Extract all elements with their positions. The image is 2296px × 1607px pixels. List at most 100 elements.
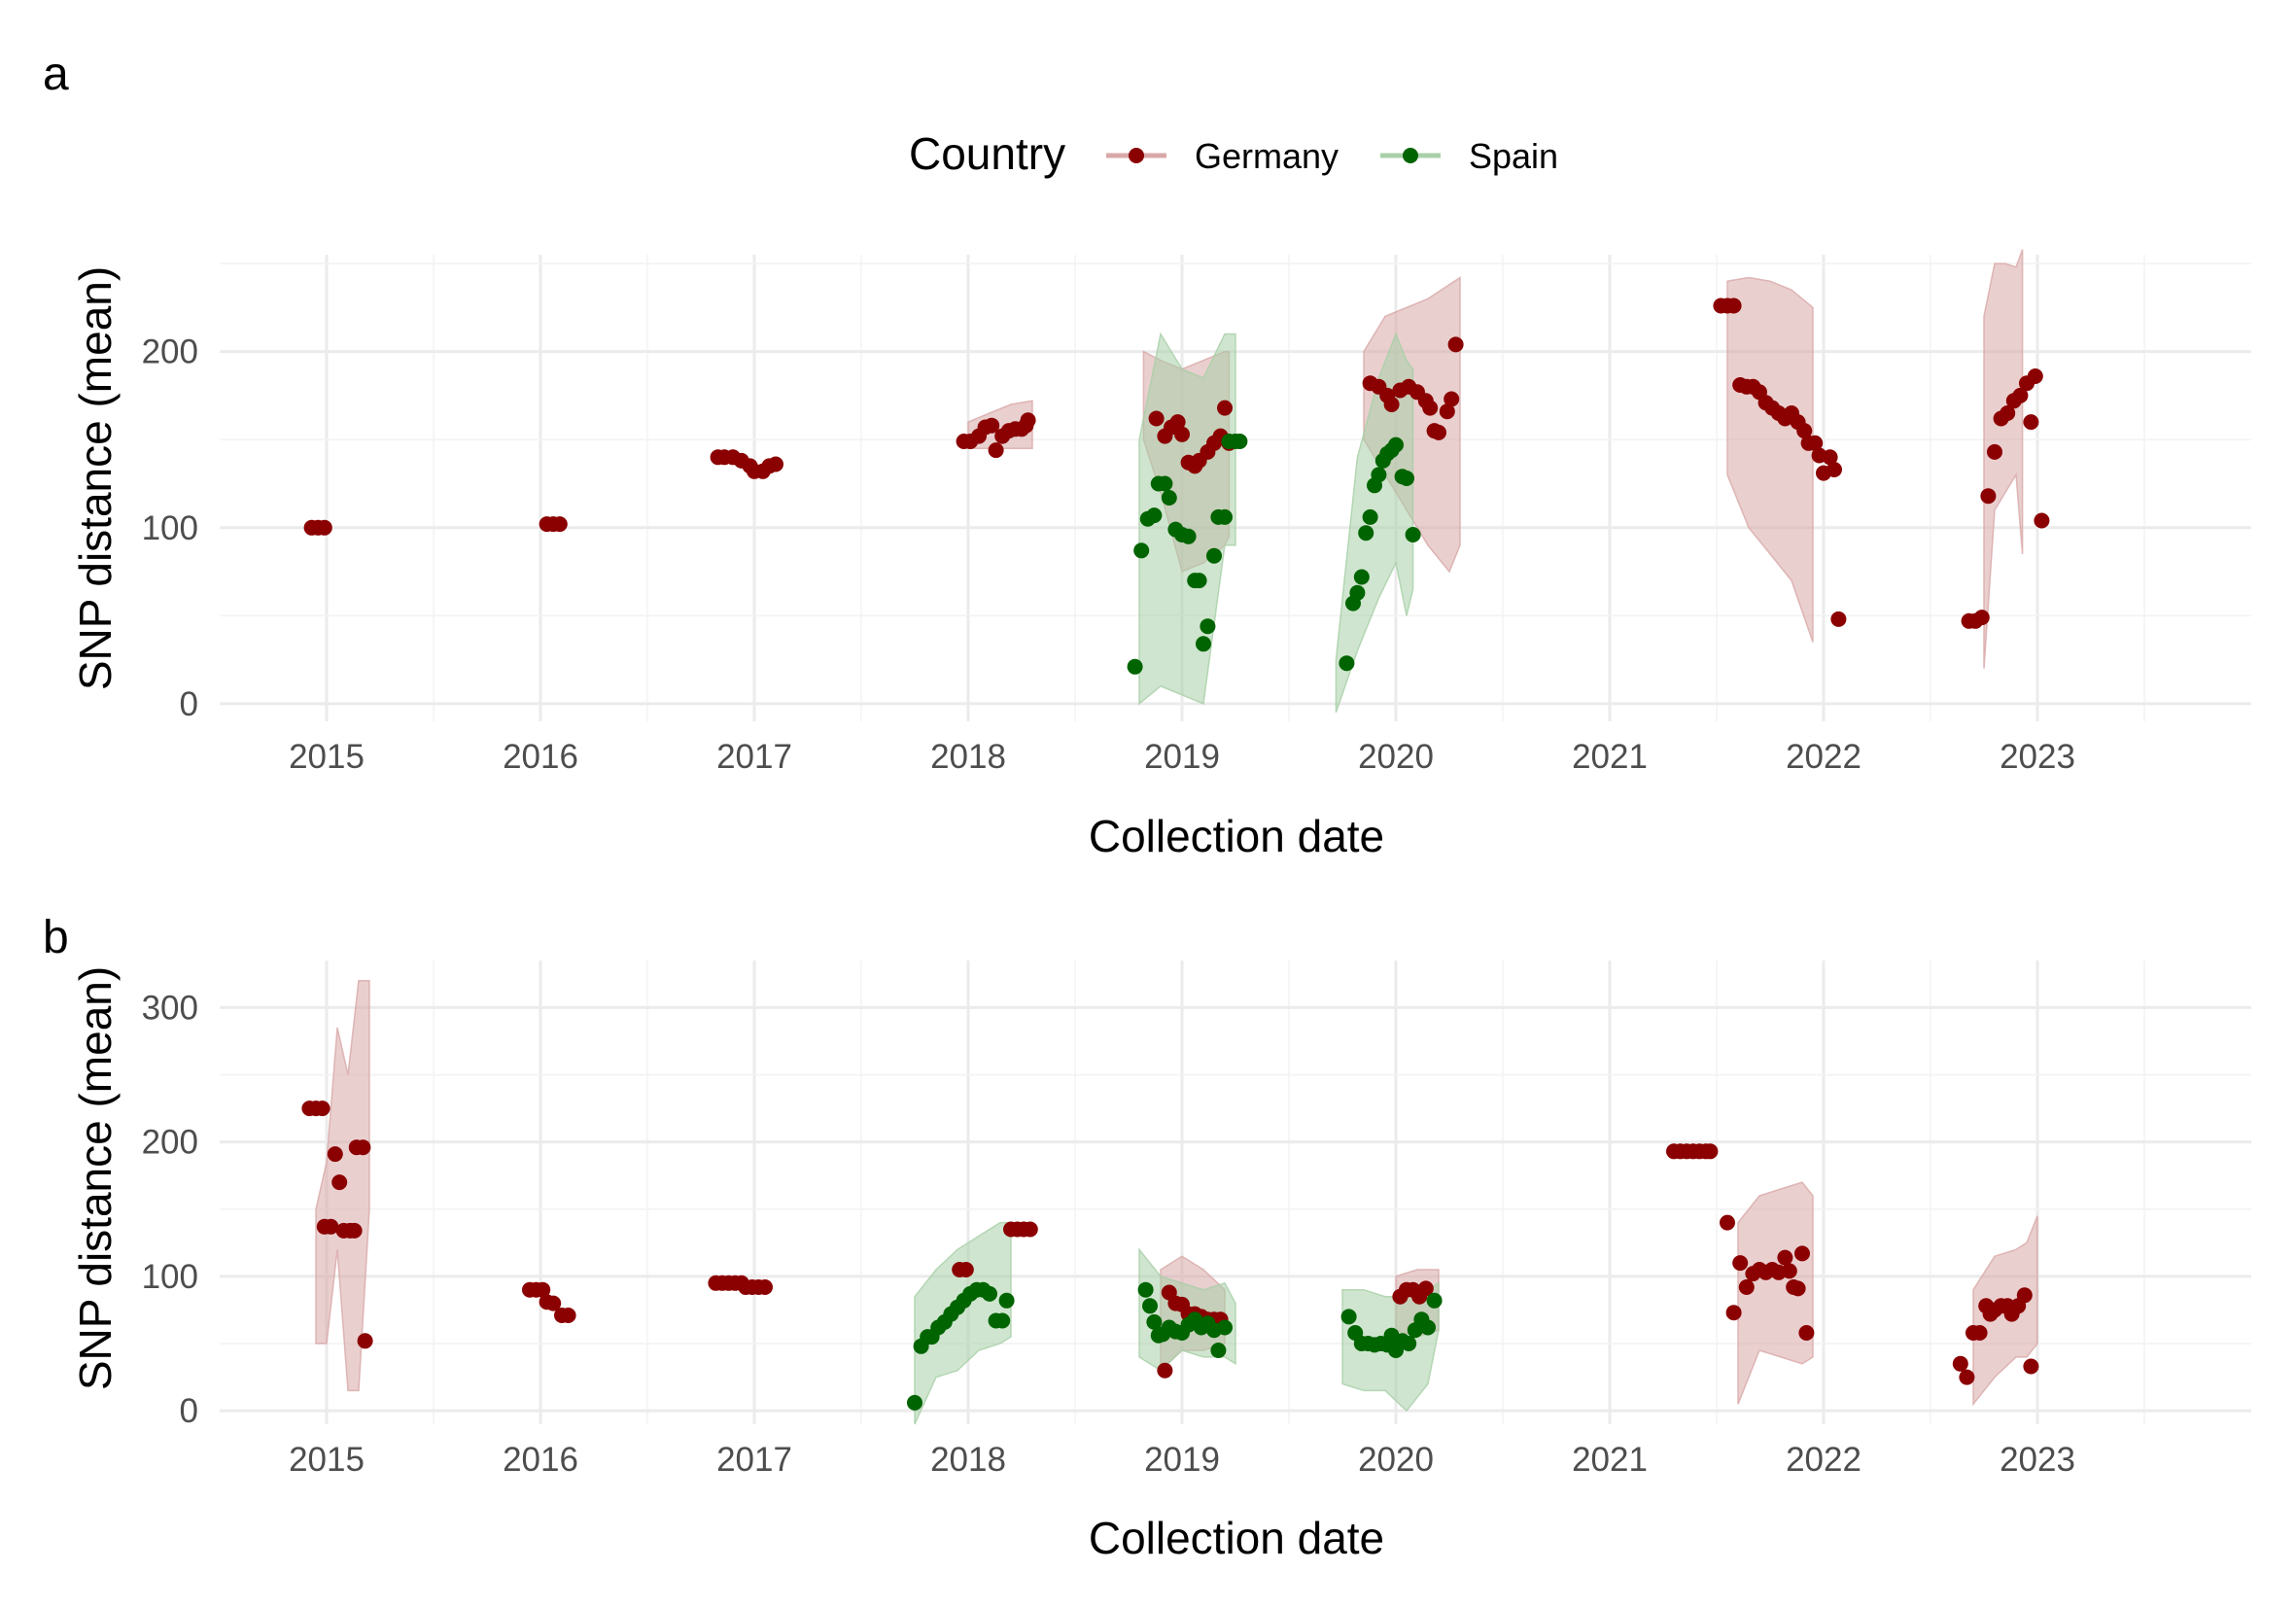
data-point-spain [1388,437,1404,453]
panel-b-ticks: 2015 2016 2017 2018 2019 2020 2021 2022 2023 0 100… [142,989,2075,1479]
data-point-germany [1952,1355,1968,1372]
data-point-germany [357,1333,373,1349]
data-point-germany [1790,1280,1806,1297]
data-point-germany [1422,400,1439,416]
panel-a-label: a [43,49,69,100]
x-tick-label: 2020 [1358,738,1434,776]
data-point-germany [1217,400,1233,416]
data-point-spain [1146,1313,1163,1330]
ribbon-spain [1138,332,1236,706]
ribbon-germany [1983,249,2024,669]
data-point-spain [1180,528,1197,544]
legend-spain-label: Spain [1469,136,1558,176]
legend-spain-swatch [1403,148,1418,163]
data-point-germany [768,456,783,472]
data-point-germany [1959,1369,1975,1385]
data-point-germany [1174,426,1190,442]
x-tick-label: 2015 [289,738,365,776]
data-point-germany [957,1262,974,1277]
data-point-germany [1822,449,1838,466]
panel-a-points [303,297,2050,675]
panel-b-x-axis-title: Collection date [1089,1513,1384,1563]
data-point-germany [1971,1325,1988,1341]
panel-b: 2015 2016 2017 2018 2019 2020 2021 2022 2023 0 100… [70,961,2251,1563]
data-point-spain [1349,584,1366,601]
data-point-germany [2027,368,2043,384]
data-point-germany [551,516,568,533]
data-point-spain [1161,490,1177,506]
data-point-germany [988,442,1004,459]
data-point-germany [1826,462,1842,477]
panel-a-ticks: 2015 2016 2017 2018 2019 2020 2021 2022 2023 0 100… [142,333,2075,776]
data-point-spain [1232,434,1248,449]
data-point-germany [1987,443,2002,460]
data-point-germany [1732,1255,1749,1272]
y-tick-label: 0 [180,1392,198,1430]
panel-a-x-axis-title: Collection date [1089,811,1384,861]
data-point-germany [1830,611,1847,627]
ribbon-spain [914,1221,1012,1425]
data-point-germany [1720,1214,1735,1231]
data-point-germany [1439,403,1455,420]
ribbon-germany [1726,276,1814,643]
data-point-germany [2023,414,2039,431]
x-tick-label: 2021 [1572,738,1648,776]
data-point-germany [2034,512,2050,529]
data-point-spain [1191,573,1207,589]
x-tick-label: 2019 [1144,738,1220,776]
data-point-germany [1781,1263,1797,1279]
panel-b-points [301,1100,2039,1411]
data-point-germany [560,1308,576,1323]
data-point-germany [1973,610,1990,626]
y-tick-label: 100 [142,1258,198,1296]
data-point-germany [1444,391,1460,407]
x-tick-label: 2022 [1786,738,1861,776]
data-point-germany [757,1279,773,1295]
data-point-germany [1383,397,1400,412]
x-tick-label: 2015 [289,1441,365,1479]
panel-b-grid [220,961,2251,1424]
data-point-spain [1206,547,1222,564]
x-tick-label: 2016 [503,1441,578,1479]
x-tick-label: 2023 [2000,1441,2075,1479]
data-point-spain [1420,1319,1436,1336]
data-point-germany [1738,1279,1755,1295]
data-point-spain [1426,1292,1443,1309]
panel-a: 2015 2016 2017 2018 2019 2020 2021 2022 2023 0 100… [70,249,2251,861]
x-tick-label: 2018 [930,738,1006,776]
data-point-spain [1210,1343,1227,1358]
data-point-germany [1022,1221,1038,1238]
data-point-germany [2023,1358,2039,1375]
legend-germany-label: Germany [1195,136,1339,176]
data-point-spain [1353,569,1370,585]
data-point-germany [1794,1245,1810,1262]
data-point-spain [1399,471,1414,486]
data-point-germany [346,1222,363,1239]
data-point-spain [1157,475,1173,492]
data-point-germany [1169,414,1186,431]
data-point-germany [1725,297,1742,314]
data-point-spain [1217,1319,1233,1336]
data-point-germany [1980,488,1997,505]
panel-a-y-axis-title: SNP distance (mean) [70,266,121,690]
data-point-spain [1339,655,1355,672]
x-tick-label: 2018 [930,1441,1006,1479]
data-point-spain [982,1285,997,1302]
x-tick-label: 2019 [1144,1441,1220,1479]
data-point-spain [1362,508,1378,525]
legend-item-spain: Spain [1380,136,1558,176]
data-point-spain [1133,542,1150,559]
data-point-spain [1405,527,1421,542]
data-point-spain [1137,1281,1154,1298]
data-point-spain [1200,618,1216,635]
data-point-spain [994,1312,1011,1329]
legend-germany-swatch [1129,148,1144,163]
data-point-germany [1702,1143,1719,1160]
ribbon-germany [1737,1181,1814,1405]
data-point-spain [1358,525,1374,541]
data-point-germany [1777,1249,1793,1266]
data-point-germany [355,1139,371,1156]
y-tick-label: 0 [180,685,198,723]
